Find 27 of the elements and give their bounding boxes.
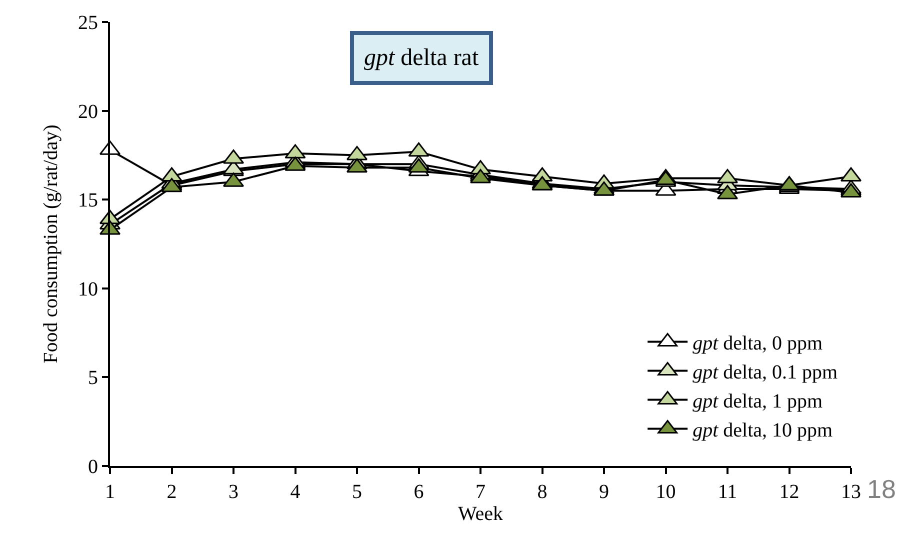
y-tick-label: 25 bbox=[78, 12, 98, 34]
y-tick-label: 20 bbox=[78, 100, 98, 123]
legend-label: gpt delta, 0 ppm bbox=[692, 332, 824, 355]
legend-label: gpt delta, 1 ppm bbox=[692, 390, 824, 413]
x-tick-label: 8 bbox=[537, 481, 548, 503]
x-tick-label: 7 bbox=[476, 481, 486, 503]
x-tick-label: 11 bbox=[718, 481, 738, 503]
y-tick-label: 10 bbox=[78, 278, 98, 300]
y-tick-label: 5 bbox=[88, 367, 98, 390]
x-tick-label: 1 bbox=[105, 481, 115, 503]
x-tick-label: 4 bbox=[290, 481, 300, 503]
x-tick-label: 9 bbox=[599, 481, 609, 503]
text: 18 bbox=[867, 474, 896, 504]
x-tick-label: 3 bbox=[228, 481, 238, 503]
y-axis-title: Food consumption (g/rat/day) bbox=[40, 124, 62, 364]
x-tick-label: 10 bbox=[656, 481, 676, 503]
legend-label: gpt delta, 10 ppm bbox=[692, 420, 834, 442]
x-tick-label: 6 bbox=[414, 481, 424, 503]
y-tick-label: 0 bbox=[88, 456, 98, 478]
x-axis-title: Week bbox=[458, 503, 504, 525]
text: gpt delta rat bbox=[364, 45, 479, 71]
x-tick-label: 13 bbox=[841, 481, 861, 503]
x-tick-label: 2 bbox=[166, 481, 177, 503]
legend-label: gpt delta, 0.1 ppm bbox=[692, 362, 838, 384]
y-tick-label: 15 bbox=[78, 190, 98, 212]
x-tick-label: 12 bbox=[779, 481, 800, 503]
x-tick-label: 5 bbox=[352, 481, 362, 503]
